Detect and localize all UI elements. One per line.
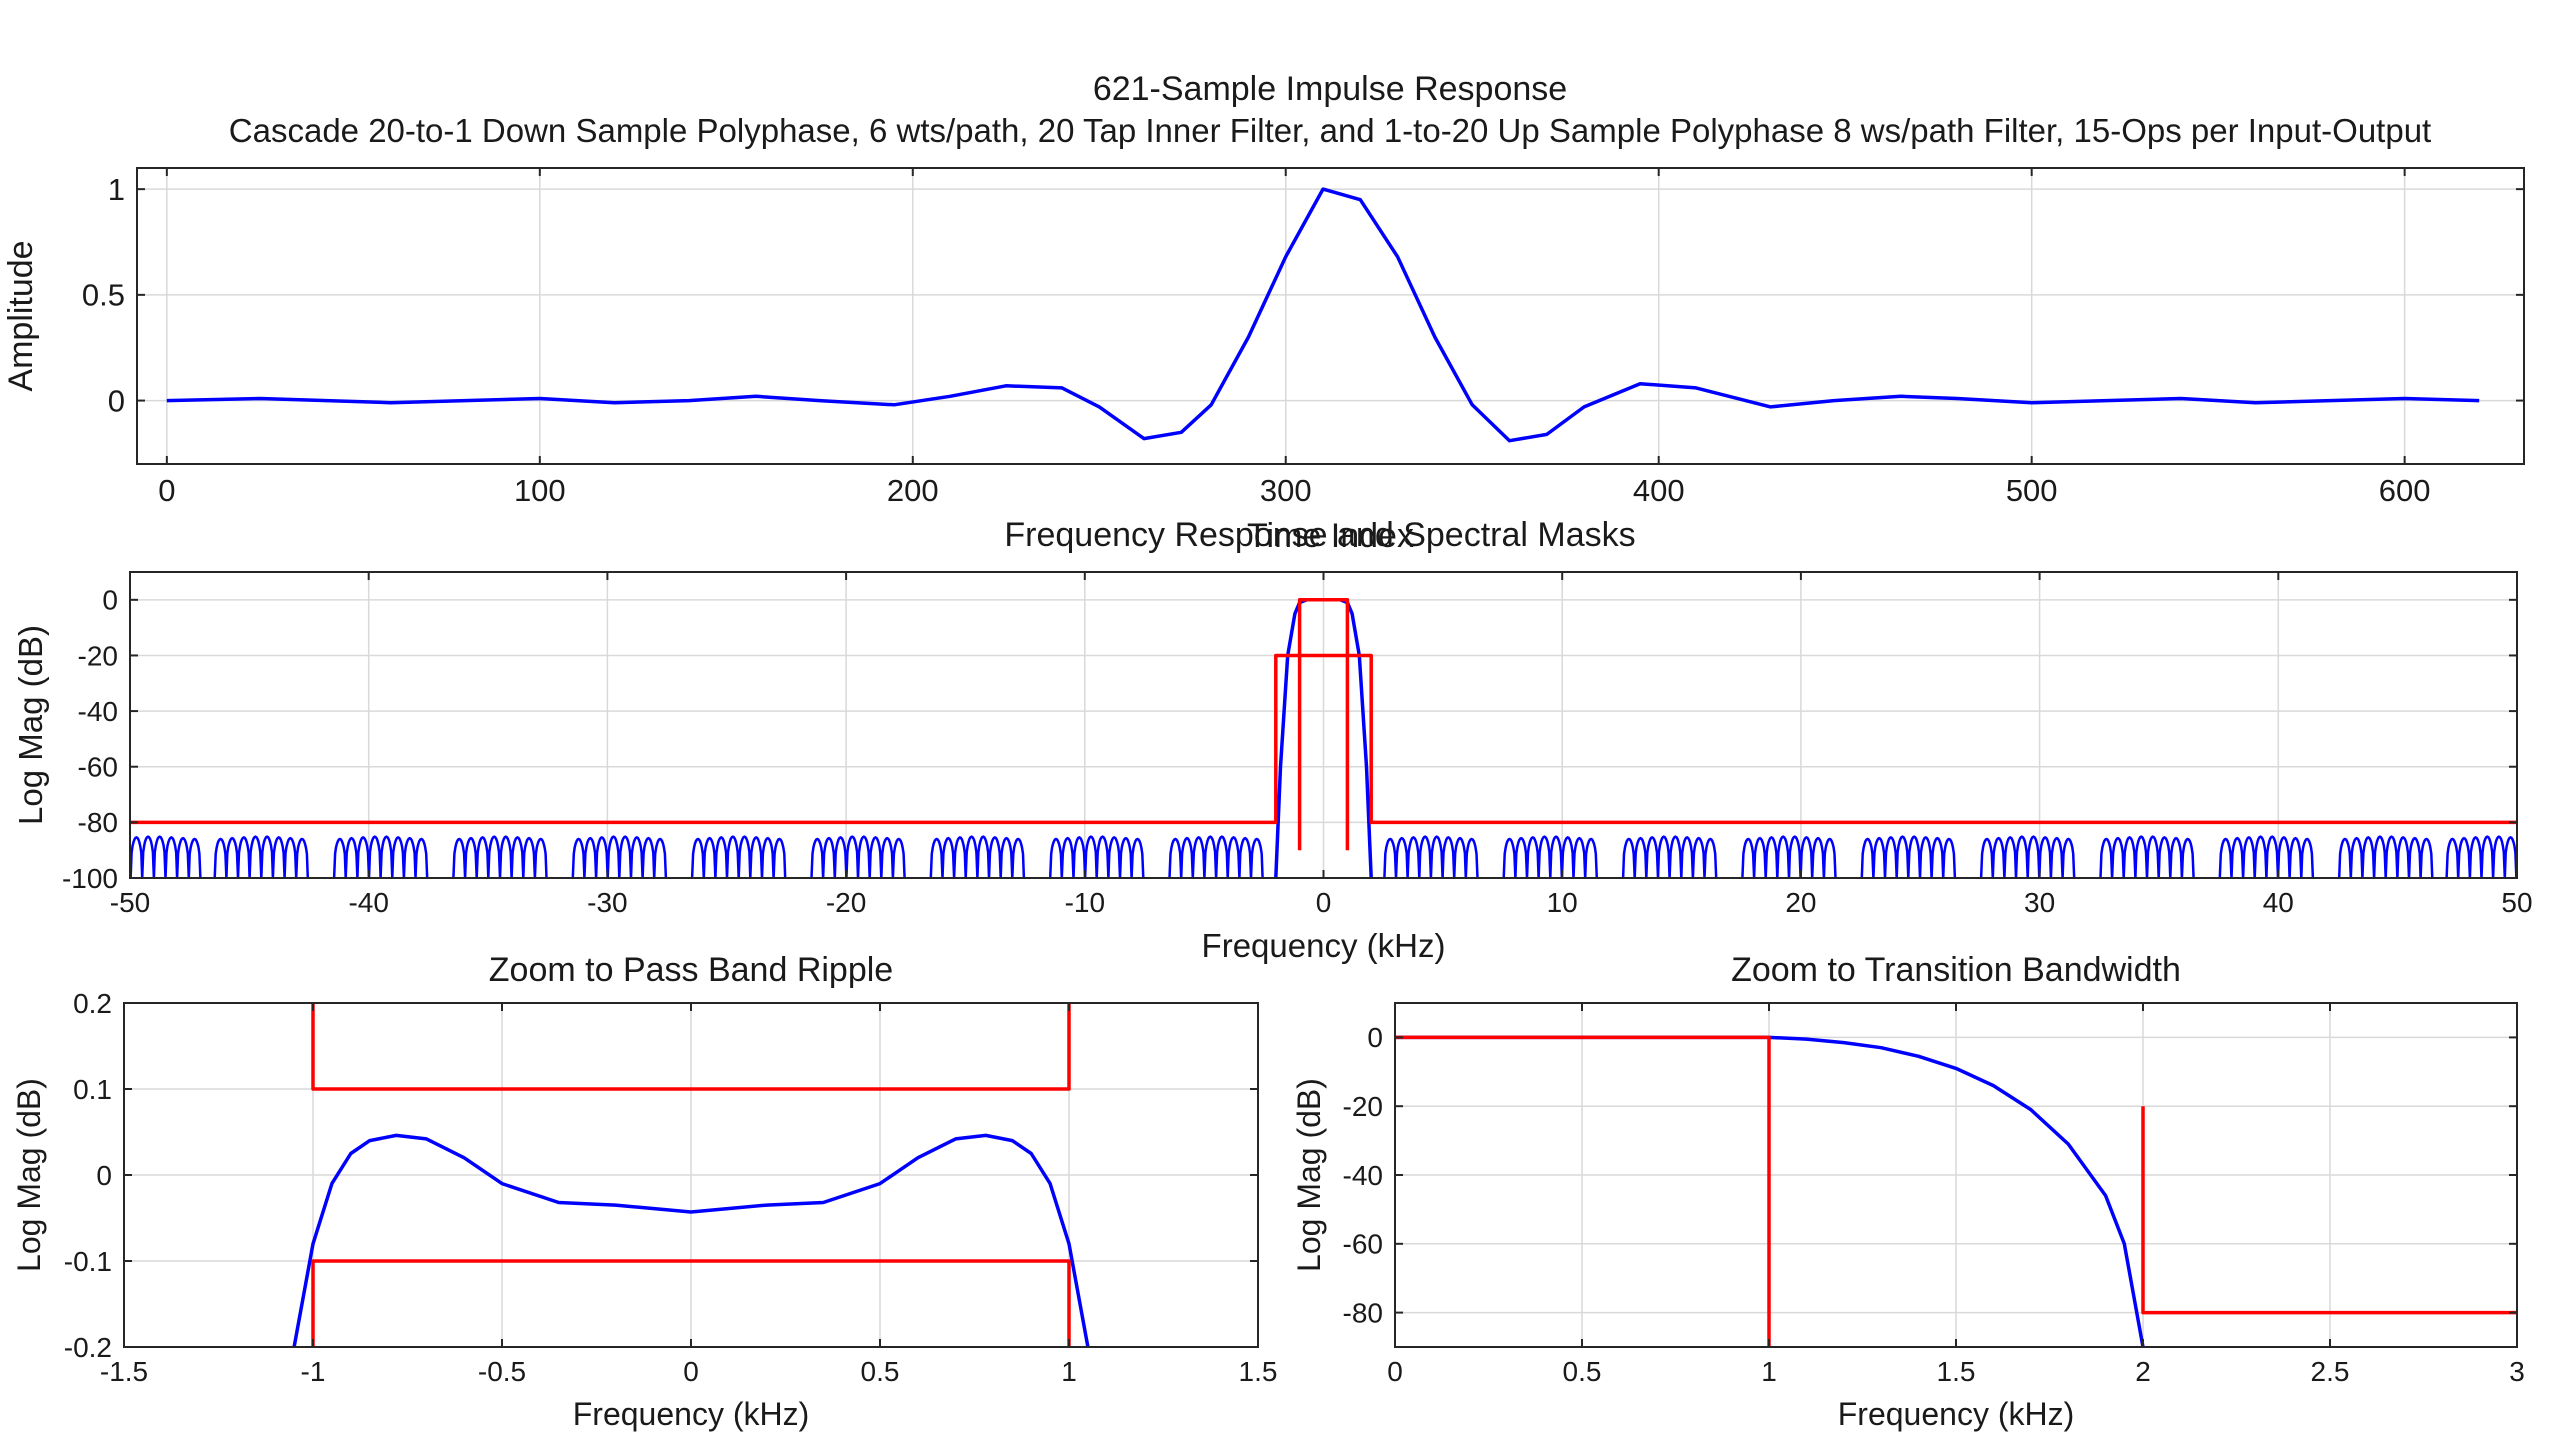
passband-ripple-plot: -1.5 -1 -0.5 0 0.5 1 1.5 0.2 0.1 0 -0.1 -0.2 Frequen… bbox=[11, 951, 1277, 1432]
y-tick-label: 0 bbox=[1367, 1022, 1383, 1053]
y-tick-label: -0.1 bbox=[64, 1246, 112, 1277]
y-axis-label: Amplitude bbox=[2, 240, 40, 391]
y-tick-label: 0 bbox=[102, 585, 118, 616]
mask-line-1 bbox=[1395, 1035, 1771, 1347]
sidelobe-group bbox=[690, 835, 787, 878]
mask-line-1 bbox=[311, 1003, 1071, 1091]
x-tick-label: -50 bbox=[110, 887, 150, 918]
x-tick-label: 50 bbox=[2501, 887, 2532, 918]
sidelobe-group bbox=[452, 835, 548, 878]
x-axis-label: Frequency (kHz) bbox=[573, 1396, 810, 1432]
y-axis-label: Log Mag (dB) bbox=[12, 625, 49, 825]
sidelobe-group bbox=[810, 835, 906, 878]
plot-title: Frequency Response and Spectral Masks bbox=[1004, 516, 1635, 554]
x-tick-label: 300 bbox=[1260, 473, 1312, 508]
sidelobe-group bbox=[571, 835, 668, 878]
figure-subtitle: Cascade 20-to-1 Down Sample Polyphase, 6… bbox=[229, 112, 2431, 149]
y-tick-label: 0 bbox=[108, 383, 125, 418]
sidelobe-group bbox=[1621, 835, 1718, 878]
y-tick-label: -60 bbox=[78, 752, 118, 783]
plot-title: Zoom to Pass Band Ripple bbox=[489, 951, 893, 989]
y-axis-label: Log Mag (dB) bbox=[11, 1078, 47, 1272]
sidelobe-group bbox=[2218, 835, 2315, 878]
x-tick-label: -1 bbox=[301, 1356, 326, 1387]
y-axis-label: Log Mag (dB) bbox=[1291, 1078, 1327, 1272]
x-tick-label: 0 bbox=[1316, 887, 1332, 918]
x-tick-label: 2 bbox=[2135, 1356, 2151, 1387]
y-tick-label: -100 bbox=[62, 863, 118, 894]
plot-title: Zoom to Transition Bandwidth bbox=[1731, 951, 2181, 989]
y-tick-label: -20 bbox=[78, 640, 118, 671]
y-tick-label: 0 bbox=[96, 1160, 112, 1191]
y-tick-label: -40 bbox=[1343, 1160, 1383, 1191]
x-tick-label: 20 bbox=[1785, 887, 1816, 918]
x-tick-label: 1.5 bbox=[1937, 1356, 1976, 1387]
x-tick-label: 100 bbox=[514, 473, 566, 508]
y-tick-label: 1 bbox=[108, 172, 125, 207]
x-tick-label: -30 bbox=[587, 887, 627, 918]
sidelobe-group bbox=[332, 835, 429, 878]
impulse-response-plot: 0 100 200 300 400 500 600 0 0.5 1 Time Index Amplit… bbox=[2, 167, 2525, 555]
sidelobe-group bbox=[2445, 835, 2517, 878]
y-tick-label: -80 bbox=[78, 807, 118, 838]
sidelobe-group bbox=[213, 835, 310, 878]
mask-line-1 bbox=[130, 653, 2517, 825]
y-tick-label: -60 bbox=[1343, 1229, 1383, 1260]
x-axis-label: Frequency (kHz) bbox=[1202, 927, 1446, 964]
mask-line-2 bbox=[311, 1259, 1071, 1347]
mask-line-2 bbox=[1297, 598, 1350, 851]
x-tick-label: 0 bbox=[683, 1356, 699, 1387]
sidelobe-group bbox=[130, 835, 202, 878]
x-tick-label: 600 bbox=[2379, 473, 2431, 508]
sidelobe-group bbox=[1979, 835, 2076, 878]
x-tick-label: -0.5 bbox=[478, 1356, 526, 1387]
response-line-0 bbox=[292, 1133, 1090, 1347]
x-tick-label: -10 bbox=[1065, 887, 1105, 918]
y-tick-label: 0.1 bbox=[73, 1074, 112, 1105]
response-line-0 bbox=[166, 187, 2480, 443]
y-tick-label: -0.2 bbox=[64, 1332, 112, 1363]
x-tick-label: 3 bbox=[2509, 1356, 2525, 1387]
response-line-0 bbox=[1395, 1035, 2145, 1347]
sidelobe-group bbox=[2337, 835, 2434, 878]
sidelobe-group bbox=[929, 835, 1026, 878]
y-tick-label: 0.5 bbox=[82, 278, 125, 313]
x-tick-label: 2.5 bbox=[2311, 1356, 2350, 1387]
x-tick-label: -40 bbox=[348, 887, 388, 918]
sidelobe-group bbox=[1383, 835, 1479, 878]
y-tick-label: -40 bbox=[78, 696, 118, 727]
y-tick-label: -20 bbox=[1343, 1091, 1383, 1122]
x-tick-label: 200 bbox=[887, 473, 939, 508]
sidelobe-group bbox=[1860, 835, 1957, 878]
x-axis-label: Frequency (kHz) bbox=[1838, 1396, 2075, 1432]
axes-frame bbox=[136, 167, 2525, 465]
x-tick-label: 30 bbox=[2024, 887, 2055, 918]
x-tick-label: 0 bbox=[158, 473, 175, 508]
x-tick-label: 1.5 bbox=[1239, 1356, 1278, 1387]
frequency-response-plot: -50 -40 -30 -20 -10 0 10 20 30 40 500-20-40-60-80-… bbox=[12, 516, 2533, 964]
y-tick-label: -80 bbox=[1343, 1297, 1383, 1328]
x-tick-label: -1.5 bbox=[100, 1356, 148, 1387]
sidelobe-group bbox=[1168, 835, 1264, 878]
x-tick-label: 400 bbox=[1633, 473, 1685, 508]
x-tick-label: 1 bbox=[1761, 1356, 1777, 1387]
x-tick-label: 1 bbox=[1061, 1356, 1077, 1387]
x-tick-label: 10 bbox=[1547, 887, 1578, 918]
y-tick-label: 0.2 bbox=[73, 988, 112, 1019]
mask-line-2 bbox=[2141, 1106, 2517, 1315]
x-tick-label: 40 bbox=[2263, 887, 2294, 918]
sidelobe-group bbox=[1741, 835, 1837, 878]
sidelobe-group bbox=[2099, 835, 2195, 878]
sidelobe-group bbox=[1048, 835, 1145, 878]
x-tick-label: 500 bbox=[2006, 473, 2058, 508]
x-tick-label: 0.5 bbox=[1563, 1356, 1602, 1387]
figure-title: 621-Sample Impulse Response bbox=[1093, 70, 1567, 108]
x-tick-label: 0.5 bbox=[861, 1356, 900, 1387]
x-tick-label: 0 bbox=[1387, 1356, 1403, 1387]
sidelobe-group bbox=[1502, 835, 1599, 878]
transition-bandwidth-plot: 0 0.5 1 1.5 2 2.5 3 0 -20 -40 -60 -80 Frequency (kHz… bbox=[1291, 951, 2525, 1432]
x-tick-label: -20 bbox=[826, 887, 866, 918]
x-axis-label: Time Index bbox=[1247, 517, 1414, 555]
